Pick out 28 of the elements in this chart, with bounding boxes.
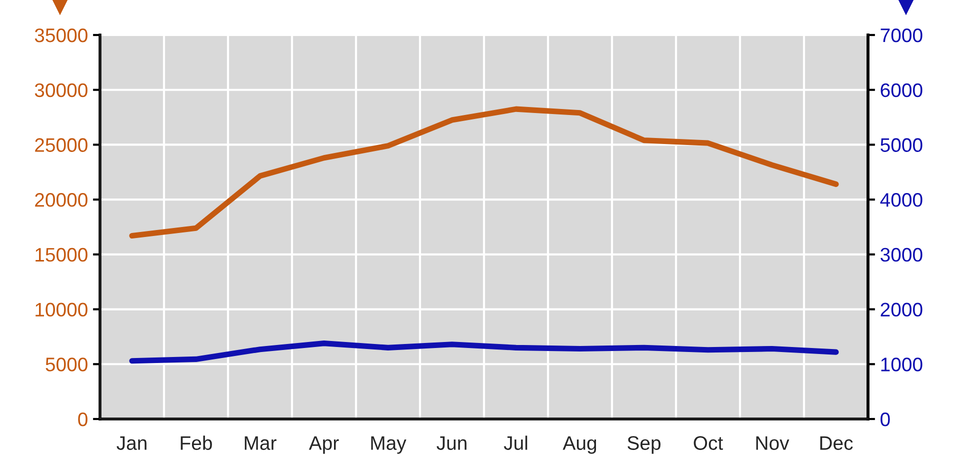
y2-tick-label: 4000 [880, 193, 922, 207]
y-tick-label: 35000 [34, 28, 88, 42]
x-tick-label: Dec [820, 436, 853, 450]
x-tick-label: Jul [504, 436, 528, 450]
x-tick-label: Feb [180, 436, 212, 450]
x-tick-label: Jan [116, 436, 146, 450]
y2-tick-label: 7000 [880, 28, 922, 42]
y2-tick-label: 3000 [880, 248, 922, 262]
x-tick-label: Aug [562, 436, 596, 454]
y-tick-label: 10000 [36, 302, 88, 317]
x-tick-label: Nov [756, 436, 790, 450]
x-tick-label: Jun [436, 436, 466, 450]
y-tick-label: 15000 [36, 248, 88, 262]
x-tick-label: Sep [628, 436, 660, 454]
x-tick-label: Mar [244, 436, 276, 450]
x-tick-label: Oct [694, 436, 723, 450]
y2-tick-label: 1000 [881, 358, 922, 372]
y2-tick-label: 0 [880, 412, 890, 426]
y2-tick-label: 5000 [880, 138, 922, 152]
x-tick-label: May [371, 436, 406, 454]
y2-tick-label: 6000 [880, 83, 922, 98]
y-tick-label: 0 [78, 412, 88, 426]
y-tick-label: 5000 [46, 358, 88, 372]
y-tick-label: 20000 [35, 193, 88, 207]
y-tick-label: 30000 [34, 83, 88, 98]
y2-tick-label: 2000 [880, 302, 922, 317]
x-tick-label: Apr [308, 436, 339, 454]
y-tick-label: 25000 [35, 138, 88, 152]
